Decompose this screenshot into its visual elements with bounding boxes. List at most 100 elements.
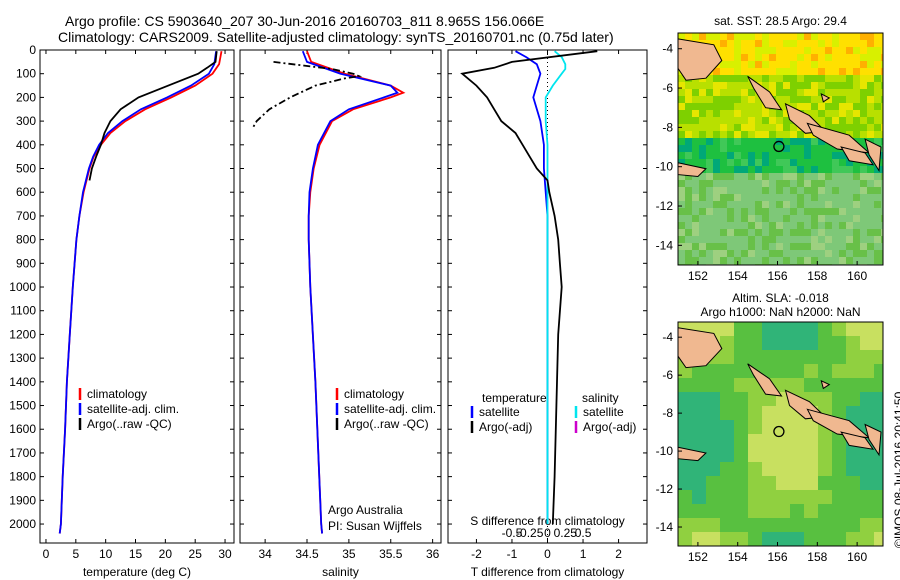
field-cell: [804, 33, 811, 40]
field-cell: [769, 138, 776, 145]
field-cell: [783, 201, 790, 208]
field-cell: [678, 215, 685, 222]
field-cell: [699, 33, 706, 40]
field-cell: [706, 243, 713, 250]
field-cell: [727, 89, 734, 96]
field-cell: [797, 89, 804, 96]
float-position-marker: [773, 425, 785, 438]
field-cell: [846, 229, 853, 236]
field-cell: [804, 243, 811, 250]
field-cell: [839, 194, 846, 201]
field-cell: [881, 75, 883, 82]
field-cell: [706, 222, 713, 229]
field-cell: [825, 124, 832, 131]
field-cell: [776, 47, 783, 54]
field-cell: [692, 33, 699, 40]
field-cell: [741, 110, 748, 117]
field-cell: [685, 138, 692, 145]
field-cell: [853, 54, 860, 61]
field-cell: [853, 243, 860, 250]
field-cell: [720, 68, 727, 75]
field-cell: [881, 103, 883, 110]
field-cell: [692, 243, 699, 250]
field-cell: [881, 54, 883, 61]
field-cell: [818, 201, 825, 208]
field-cell: [790, 82, 797, 89]
field-cell: [713, 222, 720, 229]
field-cell: [867, 208, 874, 215]
field-cell: [734, 194, 741, 201]
field-cell: [839, 152, 846, 159]
field-cell: [881, 131, 883, 138]
s-tick-label: 0: [544, 526, 551, 540]
field-cell: [811, 110, 818, 117]
field-cell: [706, 490, 720, 504]
field-cell: [734, 208, 741, 215]
field-cell: [846, 490, 860, 504]
field-cell: [699, 145, 706, 152]
field-cell: [706, 145, 713, 152]
field-cell: [776, 54, 783, 61]
field-cell: [755, 159, 762, 166]
field-cell: [678, 145, 685, 152]
field-cell: [706, 476, 720, 490]
field-cell: [832, 201, 839, 208]
field-cell: [706, 159, 713, 166]
field-cell: [755, 117, 762, 124]
field-cell: [790, 462, 804, 476]
field-cell: [846, 159, 853, 166]
field-cell: [741, 215, 748, 222]
field-cell: [706, 33, 713, 40]
field-cell: [783, 243, 790, 250]
field-cell: [783, 180, 790, 187]
field-cell: [734, 250, 741, 257]
field-cell: [860, 75, 867, 82]
field-cell: [713, 68, 720, 75]
field-cell: [748, 173, 755, 180]
island: [820, 92, 831, 103]
field-cell: [741, 166, 748, 173]
field-cell: [741, 75, 748, 82]
field-cell: [790, 166, 797, 173]
field-cell: [748, 138, 755, 145]
field-cell: [692, 124, 699, 131]
field-cell: [811, 68, 818, 75]
field-cell: [846, 250, 853, 257]
field-cell: [762, 236, 769, 243]
lat-tick-label: -6: [662, 368, 673, 382]
field-cell: [811, 187, 818, 194]
field-cell: [860, 448, 874, 462]
field-cell: [776, 187, 783, 194]
lat-tick-label: -10: [656, 444, 674, 458]
field-cell: [860, 173, 867, 180]
s-tick-label: 0.5: [575, 526, 592, 540]
field-cell: [706, 378, 720, 392]
field-cell: [762, 131, 769, 138]
field-cell: [678, 504, 692, 518]
field-cell: [825, 194, 832, 201]
field-cell: [741, 124, 748, 131]
field-cell: [776, 378, 790, 392]
field-cell: [706, 117, 713, 124]
field-cell: [734, 476, 748, 490]
field-cell: [713, 215, 720, 222]
field-cell: [783, 145, 790, 152]
field-cell: [755, 152, 762, 159]
field-cell: [769, 152, 776, 159]
field-cell: [685, 222, 692, 229]
field-cell: [741, 250, 748, 257]
field-cell: [769, 180, 776, 187]
field-cell: [797, 68, 804, 75]
field-cell: [748, 250, 755, 257]
field-cell: [720, 40, 727, 47]
field-cell: [832, 103, 839, 110]
x-tick-label: 15: [129, 547, 143, 561]
field-cell: [734, 110, 741, 117]
field-cell: [839, 222, 846, 229]
field-cell: [804, 61, 811, 68]
field-cell: [692, 145, 699, 152]
field-cell: [846, 89, 853, 96]
field-cell: [748, 208, 755, 215]
field-cell: [692, 89, 699, 96]
